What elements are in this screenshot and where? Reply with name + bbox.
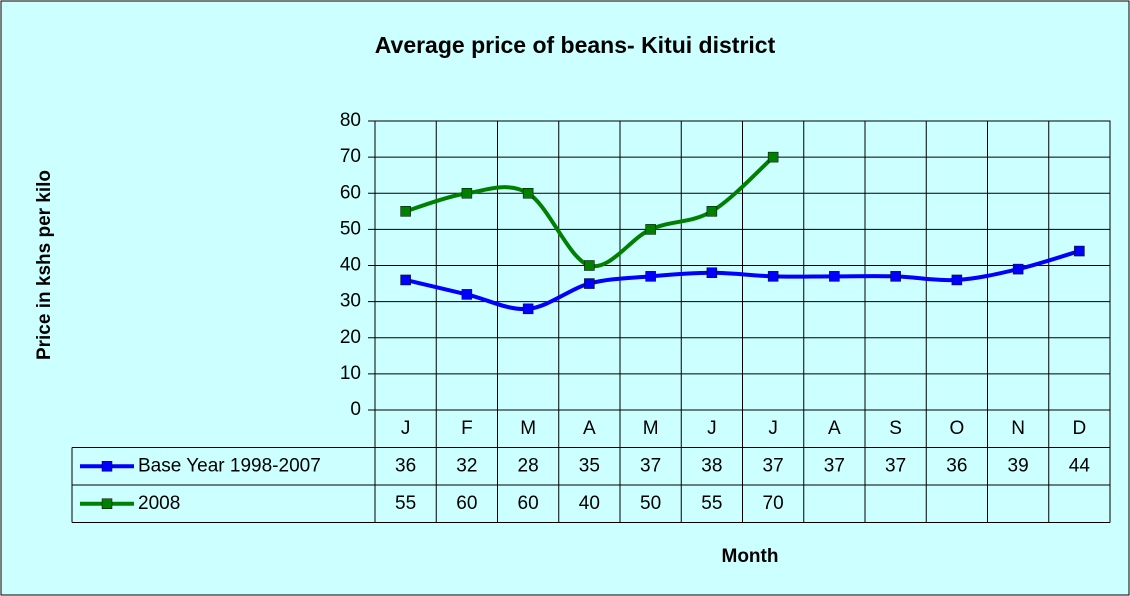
x-tick-label: A [583, 418, 596, 439]
y-tick-label: 0 [350, 399, 361, 420]
legend-label: Base Year 1998-2007 [138, 455, 321, 476]
legend-marker [101, 461, 113, 472]
y-tick-label: 60 [340, 182, 361, 203]
table-value: 37 [763, 455, 784, 476]
y-tick-label: 10 [340, 363, 361, 384]
marker [1012, 263, 1024, 275]
marker [522, 188, 534, 199]
legend-label: 2008 [138, 493, 180, 514]
marker [461, 289, 473, 300]
marker [400, 274, 411, 286]
marker [461, 188, 473, 199]
table-value: 55 [701, 493, 722, 514]
y-axis-label: Price in kshs per kilo [34, 170, 55, 360]
y-tick-label: 80 [340, 110, 361, 131]
y-tick-label: 30 [340, 291, 361, 312]
x-tick-label: D [1073, 418, 1087, 439]
table-value: 40 [579, 493, 600, 514]
y-tick-label: 50 [340, 218, 361, 239]
x-tick-label: N [1011, 418, 1025, 439]
y-tick-label: 40 [340, 255, 361, 276]
table-value: 37 [885, 455, 906, 476]
table-value: 70 [763, 493, 784, 514]
table-value: 32 [456, 455, 477, 476]
table-value: 37 [824, 455, 845, 476]
marker [829, 271, 840, 282]
marker [890, 271, 901, 282]
x-tick-label: M [643, 418, 659, 439]
table-value: 60 [518, 493, 539, 514]
y-tick-label: 20 [340, 327, 361, 348]
table-value: 50 [640, 493, 661, 514]
table-value: 39 [1008, 455, 1029, 476]
marker [706, 206, 718, 217]
chart-title: Average price of beans- Kitui district [375, 32, 776, 58]
marker [645, 271, 656, 282]
table-value: 36 [946, 455, 967, 476]
table-value: 36 [395, 455, 416, 476]
marker [400, 206, 411, 217]
marker [584, 260, 595, 271]
x-tick-label: J [768, 418, 778, 439]
x-tick-label: J [707, 418, 717, 439]
table-value: 44 [1069, 455, 1091, 476]
x-tick-label: J [401, 418, 411, 439]
x-axis-label: Month [722, 546, 779, 567]
table-value: 28 [518, 455, 539, 476]
y-tick-label: 70 [340, 146, 361, 167]
table-value: 55 [395, 493, 416, 514]
x-tick-label: F [461, 418, 473, 439]
marker [706, 267, 718, 278]
x-tick-label: S [889, 418, 902, 439]
marker [767, 271, 779, 282]
x-tick-label: A [828, 418, 841, 439]
legend-marker [101, 498, 113, 509]
table-value: 37 [640, 455, 661, 476]
marker [1074, 245, 1085, 257]
table-value: 35 [579, 455, 600, 476]
marker [951, 274, 963, 286]
marker [767, 151, 779, 163]
x-tick-label: O [949, 418, 964, 439]
marker [584, 278, 595, 289]
table-value: 38 [701, 455, 722, 476]
table-value: 60 [456, 493, 477, 514]
marker [645, 224, 656, 235]
marker [522, 303, 534, 315]
x-tick-label: M [520, 418, 536, 439]
